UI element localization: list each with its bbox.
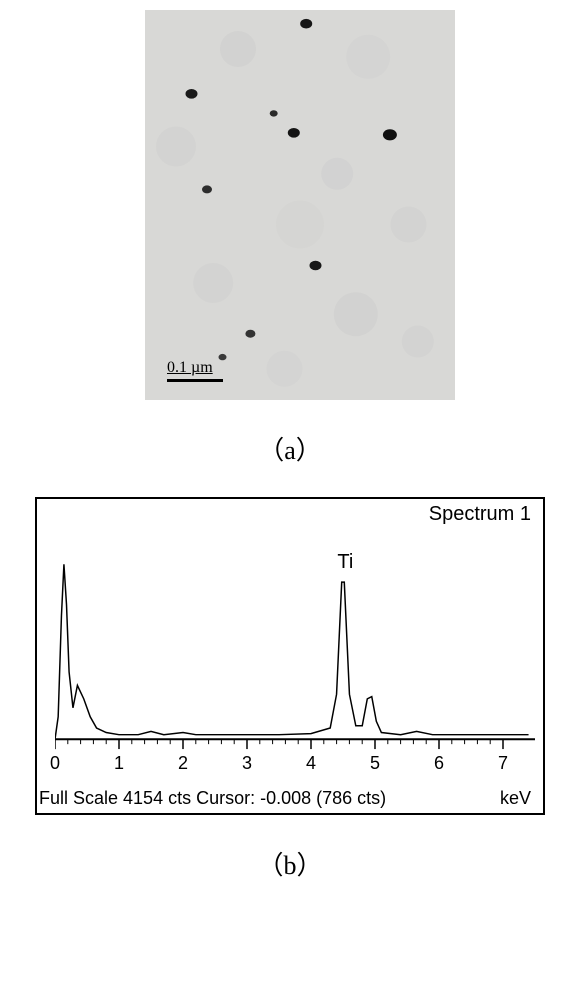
status-line: Full Scale 4154 cts Cursor: -0.008 (786 … [39, 788, 386, 809]
x-tick-label: 3 [242, 753, 252, 774]
x-tick-label: 4 [306, 753, 316, 774]
x-tick-label: 1 [114, 753, 124, 774]
spectrum-plot-area [55, 505, 535, 753]
x-tick-label: 7 [498, 753, 508, 774]
x-axis-unit: keV [500, 788, 531, 809]
spectrum-svg [55, 505, 535, 753]
micrograph-svg [145, 10, 455, 400]
tick-marks [55, 739, 503, 749]
spectrum-frame: Spectrum 1 Ti 01234567 Full Scale 4154 c… [35, 497, 545, 815]
micrograph-image: 0.1 µm [145, 10, 455, 400]
x-tick-label: 6 [434, 753, 444, 774]
scalebar-label: 0.1 µm [167, 359, 213, 377]
scalebar: 0.1 µm [167, 359, 223, 382]
panel-b-label: （b） [257, 845, 322, 882]
spectrum-trace [55, 564, 529, 739]
panel-a-label: （a） [258, 430, 322, 467]
x-tick-label: 2 [178, 753, 188, 774]
x-tick-label: 5 [370, 753, 380, 774]
scalebar-line [167, 379, 223, 382]
x-axis-labels: 01234567 [55, 753, 535, 781]
x-tick-label: 0 [50, 753, 60, 774]
